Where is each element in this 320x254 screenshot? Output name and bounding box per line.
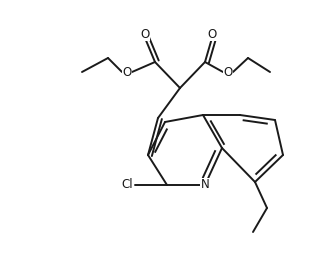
Text: O: O [122,66,132,78]
Text: O: O [140,27,150,40]
Text: Cl: Cl [121,179,133,192]
Text: O: O [207,27,217,40]
Text: N: N [201,179,209,192]
Text: O: O [223,66,233,78]
